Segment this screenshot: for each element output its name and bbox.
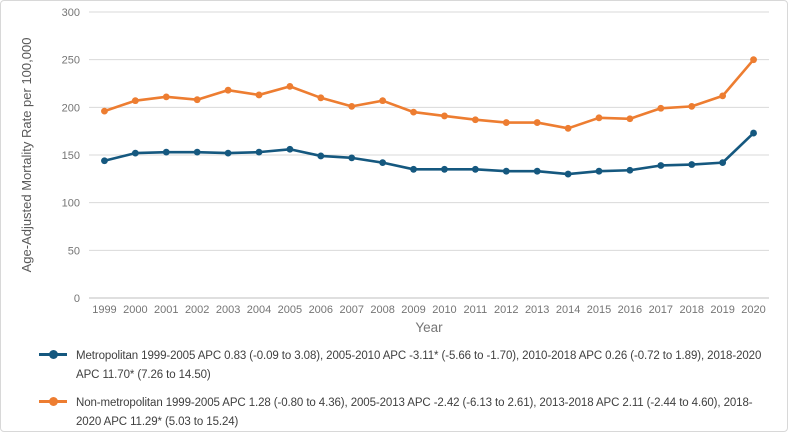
metropolitan-series-marker — [39, 347, 73, 362]
data-point-non-metropolitan-2004 — [255, 91, 263, 99]
x-tick-label: 2012 — [494, 304, 518, 316]
data-point-metropolitan-2009 — [410, 165, 417, 173]
data-point-non-metropolitan-2017 — [657, 104, 665, 112]
data-point-non-metropolitan-2001 — [162, 93, 170, 101]
data-point-non-metropolitan-2003 — [224, 86, 232, 94]
x-tick-label: 2011 — [464, 304, 488, 316]
y-tick-label: 300 — [62, 7, 80, 19]
x-tick-label: 2015 — [587, 304, 611, 316]
data-point-non-metropolitan-2020 — [750, 56, 757, 64]
legend-label-non-metropolitan: Non-metropolitan 1999-2005 APC 1.28 (-0.… — [76, 396, 753, 428]
x-tick-label: 2007 — [339, 304, 363, 316]
y-tick-label: 50 — [68, 245, 80, 257]
series-line-metropolitan — [103, 131, 755, 176]
y-tick-label: 150 — [62, 150, 80, 162]
x-tick-label: 2009 — [401, 304, 425, 316]
x-axis-title: Year — [415, 320, 443, 335]
x-tick-label: 2008 — [370, 304, 394, 316]
data-point-non-metropolitan-2010 — [441, 112, 448, 120]
data-point-non-metropolitan-2016 — [626, 115, 634, 123]
data-point-non-metropolitan-2014 — [564, 124, 572, 132]
data-point-metropolitan-2016 — [626, 166, 634, 174]
data-point-metropolitan-2004 — [255, 148, 263, 156]
legend-item-non-metropolitan: Non-metropolitan 1999-2005 APC 1.28 (-0.… — [39, 394, 771, 431]
x-tick-label: 2016 — [618, 304, 642, 316]
x-tick-label: 2006 — [309, 304, 333, 316]
x-tick-label: 2020 — [741, 304, 765, 316]
x-tick-label: 2003 — [216, 304, 240, 316]
data-point-non-metropolitan-2006 — [317, 94, 325, 102]
y-tick-label: 0 — [74, 293, 80, 305]
data-point-metropolitan-2019 — [719, 159, 727, 167]
x-tick-label: 2002 — [185, 304, 209, 316]
data-point-metropolitan-2011 — [471, 165, 479, 173]
data-point-non-metropolitan-2008 — [379, 97, 387, 105]
data-point-metropolitan-2018 — [688, 161, 696, 168]
series-line-non-metropolitan — [103, 58, 755, 130]
x-tick-label: 2014 — [556, 304, 580, 316]
x-tick-label: 2000 — [123, 304, 147, 316]
data-point-metropolitan-2002 — [193, 148, 201, 156]
data-point-non-metropolitan-2018 — [688, 102, 696, 110]
data-point-metropolitan-1999 — [101, 157, 108, 165]
x-tick-label: 2013 — [525, 304, 549, 316]
data-point-non-metropolitan-2002 — [193, 96, 201, 104]
data-point-metropolitan-2005 — [286, 145, 294, 153]
x-tick-label: 2001 — [154, 304, 178, 316]
data-point-metropolitan-2014 — [564, 170, 572, 178]
data-point-metropolitan-2010 — [441, 165, 448, 173]
x-tick-label: 2004 — [247, 304, 271, 316]
data-point-non-metropolitan-2019 — [719, 92, 727, 100]
data-point-metropolitan-2000 — [131, 149, 139, 157]
x-tick-label: 2018 — [679, 304, 703, 316]
data-point-non-metropolitan-2005 — [286, 82, 294, 90]
data-point-non-metropolitan-2009 — [410, 108, 417, 116]
data-point-metropolitan-2003 — [224, 149, 232, 157]
data-point-metropolitan-2017 — [657, 162, 665, 169]
data-point-metropolitan-2013 — [533, 167, 541, 175]
data-point-non-metropolitan-2011 — [471, 116, 479, 124]
data-point-metropolitan-2001 — [162, 148, 170, 156]
data-point-non-metropolitan-2015 — [595, 114, 603, 122]
data-point-non-metropolitan-2013 — [533, 119, 541, 126]
data-point-non-metropolitan-1999 — [101, 107, 108, 115]
x-tick-label: 2019 — [710, 304, 734, 316]
x-tick-label: 1999 — [92, 304, 116, 316]
data-point-metropolitan-2012 — [502, 167, 510, 175]
data-point-metropolitan-2007 — [348, 154, 356, 162]
data-point-metropolitan-2015 — [595, 167, 603, 175]
legend-label-metropolitan: Metropolitan 1999-2005 APC 0.83 (-0.09 t… — [76, 350, 762, 381]
y-tick-label: 100 — [62, 198, 80, 210]
data-point-non-metropolitan-2000 — [131, 97, 139, 105]
y-tick-label: 200 — [62, 102, 80, 114]
data-point-non-metropolitan-2007 — [348, 102, 356, 110]
legend-dot-icon — [49, 396, 58, 406]
line-chart-canvas: 0 50 100 150 200 250 300 1999 2000 2001 2002 2003 20… — [19, 7, 769, 335]
data-point-metropolitan-2006 — [317, 152, 325, 160]
data-point-metropolitan-2008 — [379, 159, 387, 167]
chart-legend: Metropolitan 1999-2005 APC 0.83 (-0.09 t… — [39, 347, 771, 431]
non-metropolitan-series-marker — [39, 394, 73, 409]
data-point-non-metropolitan-2012 — [502, 119, 510, 126]
x-tick-label: 2010 — [432, 304, 456, 316]
y-axis-title: Age-Adjusted Mortality Rate per 100,000 — [19, 38, 34, 273]
legend-item-metropolitan: Metropolitan 1999-2005 APC 0.83 (-0.09 t… — [39, 347, 771, 385]
data-point-metropolitan-2020 — [750, 129, 757, 137]
x-tick-label: 2005 — [278, 304, 302, 316]
x-tick-label: 2017 — [649, 304, 673, 316]
legend-dot-icon — [49, 350, 58, 359]
y-tick-label: 250 — [62, 55, 80, 67]
